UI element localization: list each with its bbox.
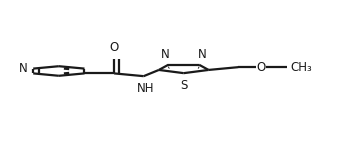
Text: O: O [256,61,265,74]
Text: O: O [110,41,119,54]
Text: S: S [180,79,187,92]
Text: N: N [198,48,207,61]
Text: N: N [19,62,28,75]
Text: NH: NH [137,82,154,95]
Text: CH₃: CH₃ [290,61,312,74]
Text: N: N [160,48,169,61]
